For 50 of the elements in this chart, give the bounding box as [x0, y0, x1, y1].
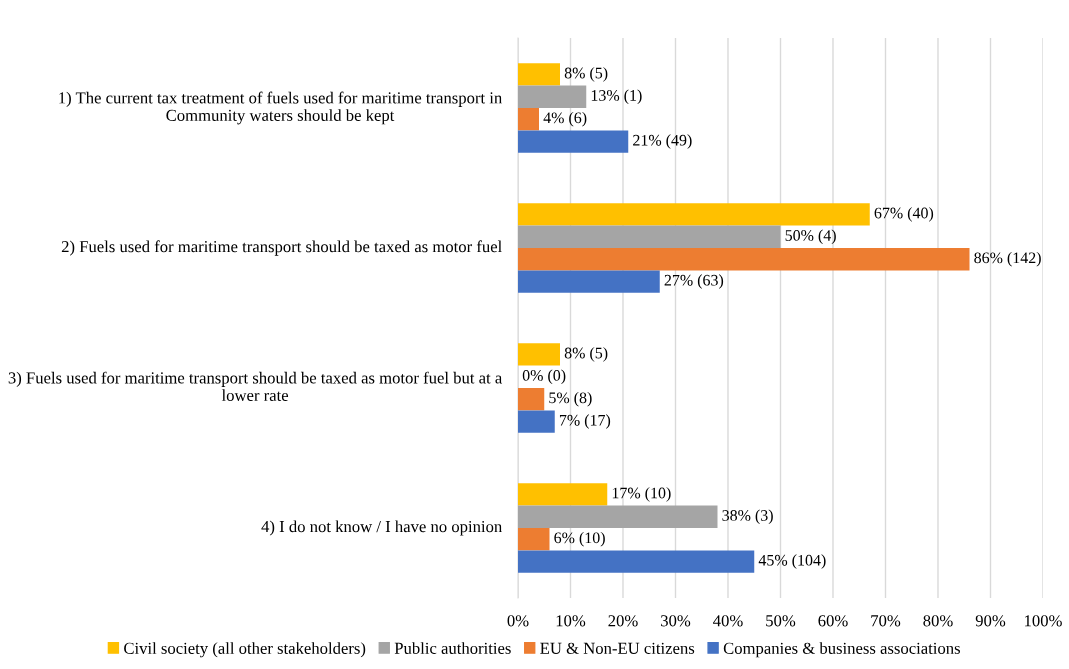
- x-tick-label: 30%: [661, 615, 691, 627]
- bar: [518, 225, 781, 248]
- bar: [518, 483, 608, 506]
- y-tick-label: 1) The current tax treatment of fuels used for maritime transport in Community waters should be kept: [59, 91, 502, 125]
- x-tick-label: 60%: [818, 615, 848, 627]
- x-tick-label: 100%: [1025, 615, 1062, 627]
- data-label: 7% (17): [559, 414, 611, 429]
- bar: [518, 343, 560, 366]
- x-tick-label: 10%: [556, 615, 586, 627]
- bar: [518, 410, 555, 433]
- legend-label: Companies & business associations: [723, 642, 960, 658]
- data-label: 5% (8): [549, 391, 592, 407]
- legend-label: Civil society (all other stakeholders): [124, 642, 366, 658]
- y-tick-label: 4) I do not know / I have no opinion: [261, 520, 502, 536]
- data-label: 27% (63): [664, 274, 724, 289]
- y-tick-label: 3) Fuels used for maritime transport should be taxed as motor fuel but at a lower rate: [8, 371, 503, 401]
- data-label: 8% (5): [564, 347, 608, 362]
- data-label: 13% (1): [591, 89, 642, 105]
- bar: [518, 63, 560, 86]
- bar: [518, 505, 718, 528]
- x-tick-label: 70%: [871, 615, 901, 627]
- bar: [518, 270, 660, 293]
- data-label: 67% (40): [874, 207, 934, 222]
- data-label: 38% (3): [722, 509, 773, 525]
- x-tick-label: 50%: [766, 615, 796, 627]
- data-label: 6% (10): [554, 531, 605, 547]
- bar: [518, 130, 629, 153]
- x-tick-label: 90%: [975, 615, 1006, 627]
- x-tick-label: 80%: [923, 615, 953, 627]
- data-label: 0% (0): [522, 369, 566, 385]
- x-tick-label: 20%: [608, 615, 638, 627]
- data-label: 21% (49): [633, 134, 692, 149]
- data-label: 86% (142): [974, 251, 1041, 267]
- bar: [518, 248, 970, 271]
- x-tick-label: 40%: [713, 615, 743, 627]
- data-label: 50% (4): [785, 229, 836, 245]
- y-tick-label: 2) Fuels used for maritime transport should be taxed as motor fuel: [61, 240, 502, 256]
- bar: [518, 528, 550, 551]
- data-label: 17% (10): [612, 487, 671, 502]
- bar: [518, 108, 539, 131]
- bar: [518, 203, 870, 226]
- data-label: 4% (6): [543, 111, 587, 127]
- legend-label: EU & Non-EU citizens: [540, 642, 695, 654]
- bar: [518, 388, 545, 411]
- legend-label: Public authorities: [394, 642, 511, 654]
- data-label: 8% (5): [564, 67, 608, 82]
- bar: [518, 550, 755, 573]
- x-tick-label: 0%: [507, 615, 529, 627]
- bar: [518, 85, 587, 108]
- data-label: 45% (104): [758, 554, 826, 569]
